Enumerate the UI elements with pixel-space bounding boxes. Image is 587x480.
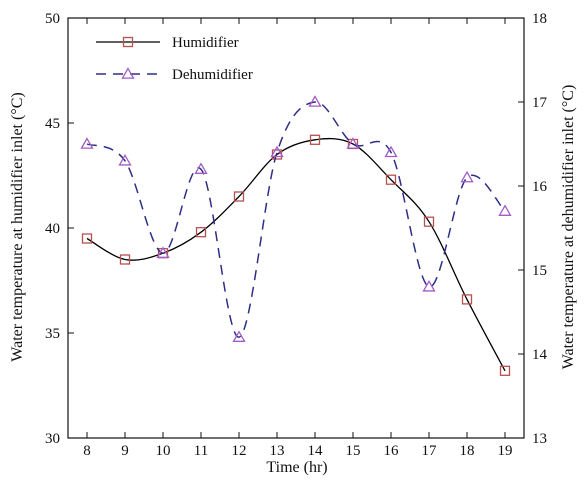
x-axis-label: Time (hr) bbox=[266, 459, 327, 476]
x-tick-label: 16 bbox=[384, 443, 400, 459]
data-point-humidifier bbox=[233, 191, 245, 202]
data-point-humidifier bbox=[195, 227, 207, 238]
plot-frame bbox=[67, 17, 525, 439]
data-point-dehumidifier bbox=[156, 246, 170, 258]
x-tick-label: 12 bbox=[232, 443, 247, 459]
data-point-humidifier bbox=[461, 294, 473, 305]
series-layer bbox=[80, 95, 512, 376]
legend-marker-humidifier bbox=[122, 36, 134, 48]
data-point-humidifier bbox=[119, 254, 131, 265]
y-right-tick-label: 18 bbox=[532, 11, 547, 27]
x-tick-label: 10 bbox=[156, 443, 171, 459]
data-point-dehumidifier bbox=[232, 330, 246, 342]
x-tick-label: 11 bbox=[194, 443, 208, 459]
y-left-tick-label: 45 bbox=[45, 116, 60, 132]
x-tick-label: 19 bbox=[498, 443, 513, 459]
y-left-tick-label: 35 bbox=[45, 326, 60, 342]
y-right-axis-ticks: 13 14 15 16 17 18 bbox=[518, 11, 548, 447]
x-tick-label: 15 bbox=[346, 443, 361, 459]
series-line-humidifier bbox=[86, 137, 506, 372]
legend-label-dehumidifier: Dehumidifier bbox=[172, 67, 253, 83]
x-tick-label: 13 bbox=[270, 443, 285, 459]
data-point-dehumidifier bbox=[80, 137, 94, 149]
y-left-tick-label: 40 bbox=[45, 221, 60, 237]
data-point-dehumidifier bbox=[270, 145, 284, 158]
y-right-tick-label: 13 bbox=[532, 431, 547, 447]
y-left-tick-label: 50 bbox=[45, 11, 60, 27]
data-point-dehumidifier bbox=[460, 170, 474, 183]
y-right-axis-label: Water temperature at dehumidifier inlet … bbox=[560, 85, 577, 370]
x-tick-label: 9 bbox=[121, 443, 129, 459]
legend-marker-dehumidifier bbox=[121, 67, 135, 79]
y-left-tick-label: 30 bbox=[45, 431, 60, 447]
y-right-tick-label: 16 bbox=[532, 179, 548, 195]
y-left-axis-ticks: 30 35 40 45 50 bbox=[45, 11, 74, 447]
data-point-humidifier bbox=[81, 233, 93, 244]
data-point-dehumidifier bbox=[194, 162, 208, 174]
x-tick-label: 14 bbox=[308, 443, 324, 459]
y-right-tick-label: 14 bbox=[532, 347, 548, 363]
x-axis-ticks: 8 9 10 11 12 13 14 15 16 17 18 19 bbox=[83, 18, 513, 459]
y-left-axis-label: Water temperature at humidifier inlet (°… bbox=[9, 92, 26, 361]
data-point-dehumidifier bbox=[498, 204, 512, 216]
series-line-dehumidifier bbox=[86, 101, 506, 338]
series-dehumidifier bbox=[80, 95, 512, 342]
data-point-humidifier bbox=[309, 134, 321, 145]
x-tick-label: 18 bbox=[460, 443, 475, 459]
x-tick-label: 8 bbox=[83, 443, 91, 459]
plot-border bbox=[67, 17, 525, 439]
legend: Humidifier Dehumidifier bbox=[96, 35, 253, 83]
x-tick-label: 17 bbox=[422, 443, 438, 459]
legend-label-humidifier: Humidifier bbox=[172, 35, 239, 51]
y-right-tick-label: 17 bbox=[532, 95, 548, 111]
y-right-tick-label: 15 bbox=[532, 263, 547, 279]
series-humidifier bbox=[81, 134, 511, 376]
data-point-dehumidifier bbox=[422, 279, 436, 292]
data-point-dehumidifier bbox=[308, 95, 322, 107]
data-point-dehumidifier bbox=[346, 137, 360, 149]
data-point-dehumidifier bbox=[384, 145, 398, 158]
data-point-humidifier bbox=[385, 174, 397, 185]
data-point-humidifier bbox=[423, 216, 435, 227]
data-point-dehumidifier bbox=[118, 153, 132, 166]
data-point-humidifier bbox=[499, 365, 511, 376]
